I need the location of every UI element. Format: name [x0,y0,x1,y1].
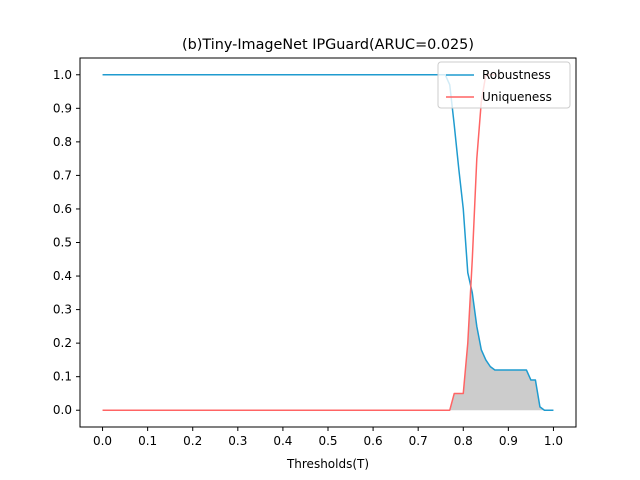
x-tick-label: 0.7 [409,434,428,448]
y-tick-label: 0.6 [53,202,72,216]
y-tick-label: 0.5 [53,236,72,250]
x-tick-label: 0.3 [228,434,247,448]
x-tick-label: 0.4 [273,434,292,448]
x-tick-label: 1.0 [544,434,563,448]
y-tick-label: 0.1 [53,370,72,384]
y-tick-label: 1.0 [53,68,72,82]
x-tick-label: 0.6 [364,434,383,448]
shaded-area [102,286,554,411]
x-tick-label: 0.5 [318,434,337,448]
y-tick-label: 0.2 [53,336,72,350]
y-tick-label: 0.3 [53,303,72,317]
series-line-robustness [102,74,554,411]
x-tick-label: 0.1 [138,434,157,448]
chart-title: (b)Tiny-ImageNet IPGuard(ARUC=0.025) [182,37,474,53]
y-tick-label: 0.8 [53,135,72,149]
legend: Robustness Uniqueness [437,61,571,109]
x-tick-label: 0.2 [183,434,202,448]
y-tick-label: 0.0 [53,403,72,417]
legend-label-uniqueness: Uniqueness [482,90,552,104]
series-line-uniqueness [102,74,495,411]
y-tick-label: 0.9 [53,101,72,115]
axes: 0.0 0.1 0.2 0.3 0.4 0.5 0.6 0.7 0.8 0.9 1.0 0.0 0.1 0… [53,57,577,448]
x-tick-label: 0.9 [499,434,518,448]
y-tick-label: 0.7 [53,168,72,182]
plot-area [102,74,554,411]
x-tick-label: 0.0 [93,434,112,448]
y-tick-label: 0.4 [53,269,72,283]
legend-label-robustness: Robustness [482,68,551,82]
x-axis-label: Thresholds(T) [286,457,369,471]
x-tick-label: 0.8 [454,434,473,448]
